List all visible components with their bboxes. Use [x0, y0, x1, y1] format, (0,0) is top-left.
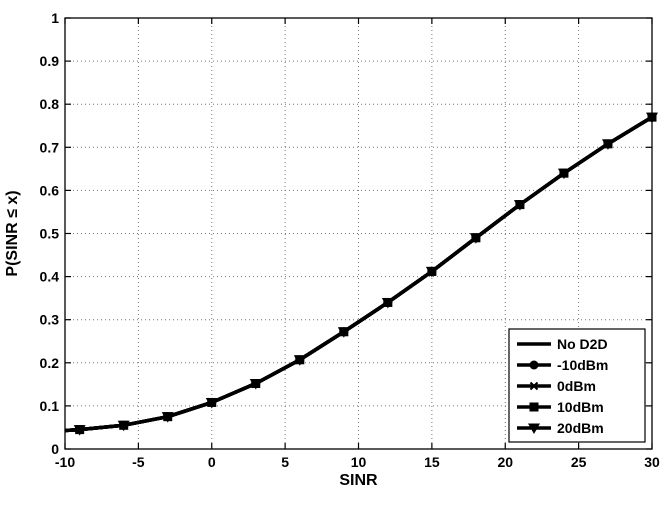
legend-item: 20dBm: [517, 420, 604, 436]
y-tick-label: 0.1: [40, 398, 60, 414]
x-axis-title: SINR: [339, 472, 378, 489]
y-axis-title: P(SINR ≤ x): [4, 190, 21, 276]
x-tick-label: 15: [424, 454, 440, 470]
legend-item: No D2D: [517, 336, 608, 352]
legend-marker: [529, 381, 539, 391]
y-tick-label: 0.8: [40, 96, 60, 112]
y-tick-label: 0.6: [40, 182, 60, 198]
data-point: [293, 355, 306, 366]
x-tick-label: 0: [208, 454, 216, 470]
legend-label: 20dBm: [557, 420, 604, 436]
legend-marker: [528, 423, 540, 434]
x-tick-label: -5: [132, 454, 145, 470]
legend-item: -10dBm: [517, 357, 608, 373]
y-tick-label: 0.5: [40, 226, 60, 242]
x-tick-label: -10: [55, 454, 75, 470]
x-tick-label: 25: [571, 454, 587, 470]
data-point: [117, 420, 130, 432]
x-tick-label: 5: [281, 454, 289, 470]
legend-label: 0dBm: [557, 378, 596, 394]
data-point: [469, 233, 482, 244]
legend-marker: [529, 402, 539, 412]
legend: No D2D -10dBm 0dBm 10dBm 20dBm: [508, 328, 646, 443]
data-point: [73, 425, 86, 436]
data-point: [249, 378, 262, 390]
legend-marker: [529, 360, 539, 370]
y-tick-label: 0.4: [40, 269, 60, 285]
legend-item: 0dBm: [517, 378, 596, 394]
series-5: [64, 112, 658, 436]
legend-label: No D2D: [557, 336, 608, 352]
data-point: [601, 139, 614, 150]
data-point: [337, 327, 350, 338]
x-tick-label: 20: [497, 454, 513, 470]
data-point: [557, 168, 570, 180]
x-tick-label: 10: [351, 454, 367, 470]
y-tick-label: 1: [51, 10, 59, 26]
data-point: [205, 397, 218, 409]
data-point: [513, 200, 526, 211]
data-point: [425, 266, 438, 278]
x-tick-label: 30: [644, 454, 660, 470]
y-tick-label: 0: [51, 441, 59, 457]
data-point: [161, 412, 174, 423]
series-group: [64, 112, 658, 436]
ticks: -10 -5 0 5 10 15 20 25 30 0 0.1 0.2 0.3 0.4 0.5 0.6 0.7 0…: [40, 10, 660, 470]
legend-label: 10dBm: [557, 399, 604, 415]
y-tick-label: 0.3: [40, 312, 60, 328]
data-point: [381, 297, 394, 309]
y-tick-label: 0.9: [40, 53, 60, 69]
y-tick-label: 0.2: [40, 355, 60, 371]
legend-label: -10dBm: [557, 357, 608, 373]
y-tick-label: 0.7: [40, 139, 60, 155]
legend-item: 10dBm: [517, 399, 604, 415]
